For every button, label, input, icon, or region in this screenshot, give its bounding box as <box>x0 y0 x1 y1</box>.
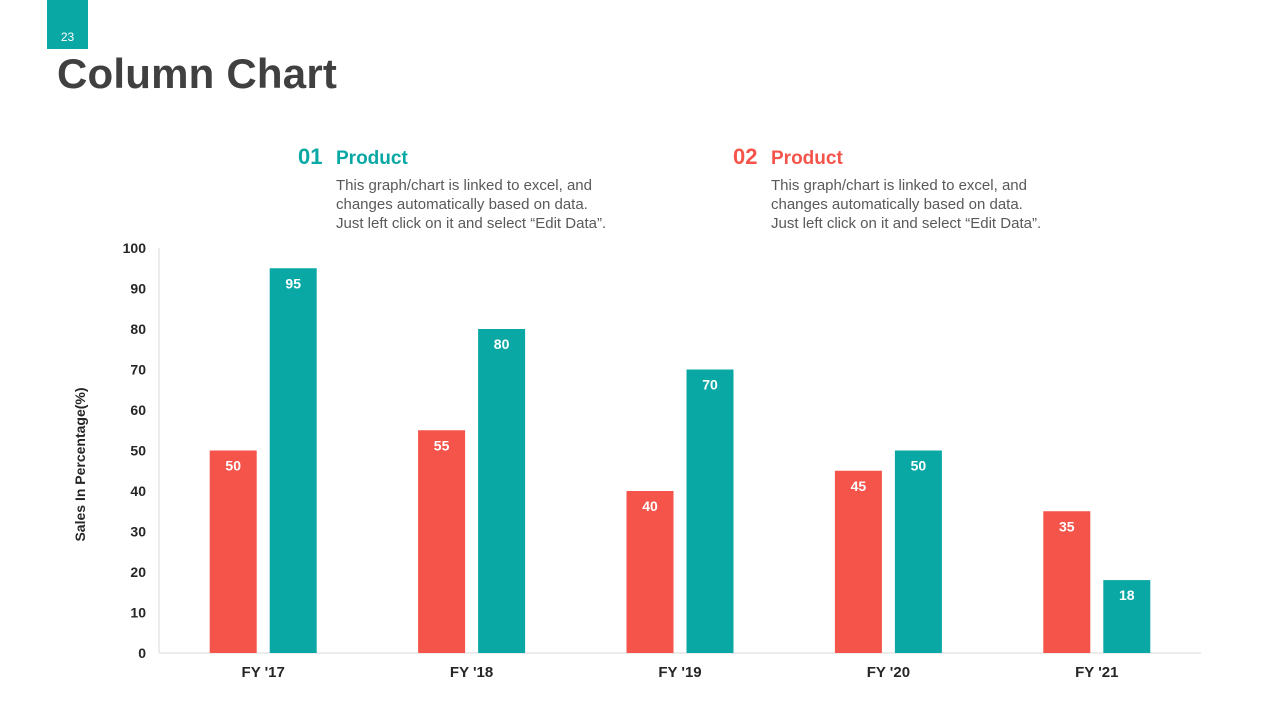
legend-description: This graph/chart is linked to excel, and… <box>336 176 656 233</box>
bar-product-01 <box>478 329 526 653</box>
y-tick-label: 80 <box>130 321 146 337</box>
legend-description-line: This graph/chart is linked to excel, and <box>771 177 1027 194</box>
x-tick-label: FY '19 <box>658 664 701 681</box>
legend-name: Product <box>771 148 843 169</box>
y-axis-title: Sales In Percentage(%) <box>72 387 88 541</box>
legend-description-line: Just left click on it and select “Edit D… <box>336 215 607 232</box>
x-tick-label: FY '18 <box>450 664 493 681</box>
y-tick-label: 30 <box>130 524 146 540</box>
legend-description-line: changes automatically based on data. <box>771 196 1023 213</box>
page-number-badge: 23 <box>47 0 88 49</box>
data-label: 50 <box>911 458 927 474</box>
data-label: 70 <box>702 377 718 393</box>
data-label: 35 <box>1059 518 1075 534</box>
data-label: 55 <box>434 437 450 453</box>
data-label: 40 <box>642 498 658 514</box>
bar-product-01 <box>1103 580 1151 653</box>
bar-product-01 <box>894 450 942 653</box>
legend-description-line: Just left click on it and select “Edit D… <box>771 215 1042 232</box>
legend-name: Product <box>336 148 408 169</box>
legend-description-line: changes automatically based on data. <box>336 196 588 213</box>
y-tick-label: 60 <box>130 402 146 418</box>
legend-description-line: This graph/chart is linked to excel, and <box>336 177 592 194</box>
x-tick-label: FY '21 <box>1075 664 1118 681</box>
data-label: 50 <box>225 458 241 474</box>
data-label: 95 <box>285 275 301 291</box>
legend-number: 02 <box>733 144 758 169</box>
x-tick-label: FY '20 <box>867 664 910 681</box>
bar-product-01 <box>686 369 734 653</box>
y-tick-label: 20 <box>130 564 146 580</box>
y-tick-label: 70 <box>130 362 146 378</box>
y-tick-label: 10 <box>130 605 146 621</box>
bar-product-02 <box>834 470 882 653</box>
x-tick-label: FY '17 <box>242 664 285 681</box>
data-label: 80 <box>494 336 510 352</box>
bar-product-02 <box>626 491 674 653</box>
bar-product-02 <box>418 430 466 653</box>
y-tick-label: 90 <box>130 281 146 297</box>
y-tick-label: 100 <box>123 240 147 256</box>
page-number: 23 <box>60 30 75 44</box>
data-label: 45 <box>851 478 867 494</box>
page-title: Column Chart <box>57 50 338 97</box>
bar-product-02 <box>209 450 257 653</box>
bar-product-02 <box>1043 511 1091 653</box>
y-tick-label: 50 <box>130 443 146 459</box>
bar-product-01 <box>269 268 317 653</box>
legend-number: 01 <box>298 144 323 169</box>
y-tick-label: 40 <box>130 483 146 499</box>
data-label: 18 <box>1119 587 1135 603</box>
legend-description: This graph/chart is linked to excel, and… <box>771 176 1091 233</box>
y-tick-label: 0 <box>138 645 146 661</box>
